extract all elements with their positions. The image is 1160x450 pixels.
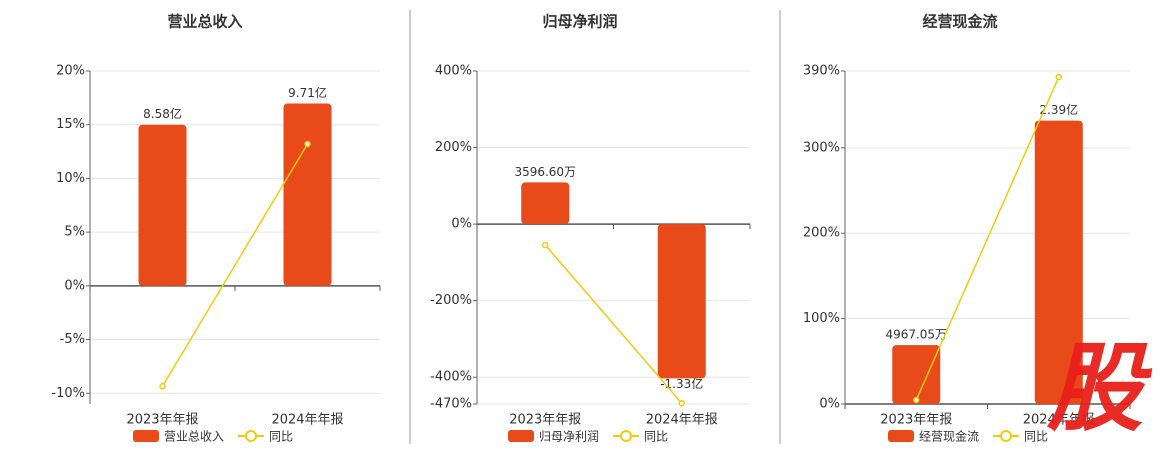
bar (283, 103, 332, 286)
x-tick-label: 2024年年报 (1023, 413, 1095, 428)
chart-title: 营业总收入 (167, 13, 242, 31)
y-tick-label: 10% (56, 171, 85, 186)
y-tick-label: -10% (51, 386, 85, 401)
bar (1034, 120, 1083, 405)
watermark: 股 (1046, 332, 1153, 444)
y-tick-label: 15% (56, 117, 85, 132)
line (544, 244, 683, 404)
line (915, 76, 1060, 401)
x-tick-label: 2024年年报 (271, 413, 343, 428)
line-point (542, 241, 549, 249)
legend-label: 营业总收入 (164, 430, 224, 444)
y-tick-label: 300% (803, 140, 840, 155)
y-tick-label: 20% (56, 64, 85, 79)
y-tick-label: -200% (430, 293, 472, 308)
legend-label: 同比 (644, 430, 668, 444)
y-tick-label: 0% (64, 278, 85, 293)
x-tick-label: 2023年年报 (880, 413, 952, 428)
x-tick-label: 2023年年报 (126, 413, 198, 428)
legend-swatch (888, 430, 914, 442)
bar-value-label: 3596.60万 (514, 165, 576, 179)
line-point (304, 140, 311, 148)
y-tick-label: -5% (60, 332, 85, 347)
legend-label: 归母净利润 (539, 430, 599, 444)
bar (521, 182, 570, 225)
bar (657, 224, 706, 379)
y-tick-label: 0% (819, 397, 840, 412)
legend-label: 经营现金流 (919, 429, 979, 444)
legend-swatch (133, 430, 159, 442)
legend-swatch (1000, 430, 1013, 442)
legend-label: 同比 (269, 430, 293, 444)
line-point (678, 399, 685, 407)
bar-value-label: 4967.05万 (885, 328, 947, 342)
y-tick-label: 5% (64, 225, 85, 240)
y-tick-label: 400% (435, 64, 472, 79)
line-point (1055, 73, 1062, 81)
bar (892, 345, 941, 404)
chart-title: 经营现金流 (922, 13, 997, 31)
bar-value-label: 8.58亿 (143, 106, 182, 121)
legend-label: 同比 (1024, 430, 1048, 444)
bar-value-label: 9.71亿 (288, 85, 327, 100)
legend-swatch (620, 430, 633, 442)
y-tick-label: 200% (803, 226, 840, 241)
x-tick-label: 2024年年报 (646, 413, 718, 428)
bar-value-label: 2.39亿 (1039, 102, 1078, 117)
legend-swatch (245, 430, 258, 442)
line-point (159, 383, 166, 390)
charts: 营业总收入 -10% -5% 0% 5% 10% 15% 20% 2023年年报 2024年年报 8… (51, 13, 1131, 444)
y-tick-label: 0% (451, 217, 472, 232)
y-tick-label: -470% (430, 397, 472, 412)
y-tick-label: 390% (803, 64, 840, 79)
y-tick-label: -400% (430, 370, 472, 385)
chart-title: 归母净利润 (542, 13, 617, 31)
line-point (913, 396, 920, 404)
line (161, 143, 309, 387)
y-tick-label: 200% (435, 140, 472, 155)
legend-swatch (508, 430, 534, 442)
bar-value-label: -1.33亿 (660, 376, 703, 391)
bar (138, 124, 187, 286)
x-tick-label: 2023年年报 (509, 413, 581, 428)
y-tick-label: 100% (803, 311, 840, 326)
